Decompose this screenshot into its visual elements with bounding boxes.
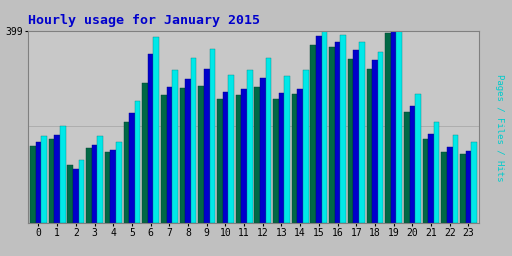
Bar: [228, 74, 234, 223]
Bar: [49, 138, 54, 223]
Bar: [367, 69, 372, 223]
Bar: [310, 45, 316, 223]
Bar: [148, 54, 154, 223]
Bar: [316, 36, 322, 223]
Bar: [372, 60, 378, 223]
Bar: [340, 35, 346, 223]
Bar: [60, 126, 66, 223]
Bar: [161, 95, 166, 223]
Bar: [54, 135, 60, 223]
Bar: [353, 50, 359, 223]
Bar: [185, 79, 191, 223]
Bar: [142, 83, 148, 223]
Bar: [135, 101, 140, 223]
Bar: [123, 122, 129, 223]
Bar: [453, 135, 458, 223]
Text: Hourly usage for January 2015: Hourly usage for January 2015: [28, 14, 260, 27]
Bar: [86, 148, 92, 223]
Bar: [410, 106, 415, 223]
Bar: [292, 94, 297, 223]
Bar: [198, 86, 204, 223]
Bar: [471, 142, 477, 223]
Bar: [447, 147, 453, 223]
Bar: [36, 142, 41, 223]
Bar: [428, 134, 434, 223]
Bar: [465, 151, 471, 223]
Text: Pages / Files / Hits: Pages / Files / Hits: [495, 74, 504, 182]
Bar: [329, 47, 335, 223]
Bar: [391, 31, 396, 223]
Bar: [266, 58, 271, 223]
Bar: [166, 87, 172, 223]
Bar: [105, 152, 111, 223]
Bar: [68, 165, 73, 223]
Bar: [111, 150, 116, 223]
Bar: [241, 89, 247, 223]
Bar: [254, 87, 260, 223]
Bar: [129, 113, 135, 223]
Bar: [247, 70, 252, 223]
Bar: [284, 76, 290, 223]
Bar: [297, 89, 303, 223]
Bar: [180, 88, 185, 223]
Bar: [460, 154, 465, 223]
Bar: [223, 92, 228, 223]
Bar: [273, 99, 279, 223]
Bar: [434, 122, 439, 223]
Bar: [154, 37, 159, 223]
Bar: [396, 31, 402, 223]
Bar: [415, 94, 421, 223]
Bar: [97, 136, 103, 223]
Bar: [92, 145, 97, 223]
Bar: [209, 49, 215, 223]
Bar: [79, 160, 84, 223]
Bar: [204, 69, 209, 223]
Bar: [260, 78, 266, 223]
Bar: [236, 95, 241, 223]
Bar: [322, 31, 327, 223]
Bar: [191, 58, 197, 223]
Bar: [359, 42, 365, 223]
Bar: [279, 93, 284, 223]
Bar: [348, 59, 353, 223]
Bar: [378, 52, 383, 223]
Bar: [303, 70, 309, 223]
Bar: [404, 112, 410, 223]
Bar: [441, 152, 447, 223]
Bar: [30, 146, 36, 223]
Bar: [73, 169, 79, 223]
Bar: [116, 142, 122, 223]
Bar: [422, 138, 428, 223]
Bar: [385, 33, 391, 223]
Bar: [335, 42, 340, 223]
Bar: [217, 99, 223, 223]
Bar: [41, 136, 47, 223]
Bar: [172, 70, 178, 223]
